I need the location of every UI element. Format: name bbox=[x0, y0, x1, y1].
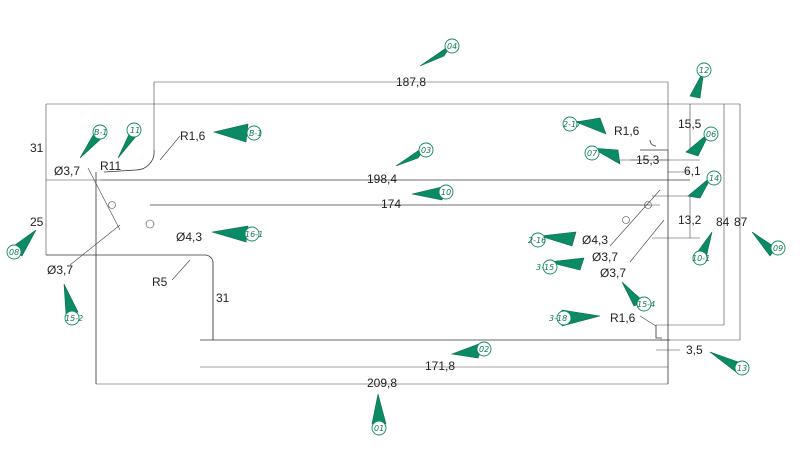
svg-text:B-1: B-1 bbox=[94, 128, 107, 137]
dim-right-top-offset: 15,5 bbox=[678, 117, 702, 131]
balloon-02: 02 bbox=[450, 341, 492, 359]
svg-text:03: 03 bbox=[421, 146, 431, 155]
svg-text:04: 04 bbox=[447, 42, 457, 51]
balloon-12: 12 bbox=[689, 62, 712, 99]
dim-top-span: 187,8 bbox=[396, 75, 426, 89]
svg-text:06: 06 bbox=[706, 130, 716, 139]
dim-right-offset-a: 15,3 bbox=[636, 153, 660, 167]
balloon-07: 07 bbox=[584, 145, 621, 165]
svg-text:3-15: 3-15 bbox=[536, 263, 554, 272]
balloon-10: 10 bbox=[411, 184, 454, 201]
dim-dia-right-b: Ø3,7 bbox=[600, 266, 626, 280]
dim-right-offset-b: 6,1 bbox=[684, 164, 701, 178]
balloon-b1-left: B-1 bbox=[79, 124, 108, 159]
svg-text:B-1: B-1 bbox=[249, 129, 262, 138]
dim-radius-right-bottom: R1,6 bbox=[610, 311, 636, 325]
svg-text:12: 12 bbox=[699, 66, 709, 75]
svg-text:15-2: 15-2 bbox=[65, 314, 83, 323]
dim-radius-left-step: R5 bbox=[152, 275, 168, 289]
svg-text:11: 11 bbox=[130, 126, 140, 135]
dim-bottom-step-height: 31 bbox=[216, 291, 230, 305]
svg-text:10: 10 bbox=[441, 188, 451, 197]
dim-dia-right-a: Ø3,7 bbox=[592, 250, 618, 264]
svg-text:08: 08 bbox=[9, 248, 19, 257]
dimension-lines bbox=[45, 81, 741, 385]
balloon-01: 01 bbox=[371, 393, 387, 436]
svg-text:09: 09 bbox=[773, 244, 783, 253]
dim-dia-right-hole: Ø4,3 bbox=[582, 233, 608, 247]
dim-radius-left-arc: R11 bbox=[100, 159, 121, 173]
svg-text:10-1: 10-1 bbox=[692, 254, 710, 263]
dim-hole-span: 174 bbox=[381, 197, 401, 211]
svg-text:3-18: 3-18 bbox=[549, 314, 567, 323]
balloon-15-2: 15-2 bbox=[63, 283, 83, 326]
dimension-labels: 187,8 198,4 174 171,8 209,8 31 25 31 84 … bbox=[30, 75, 748, 390]
svg-text:2-17: 2-17 bbox=[563, 120, 582, 129]
balloon-10-1: 10-1 bbox=[692, 231, 713, 266]
dim-radius-right-top: R1,6 bbox=[614, 124, 640, 138]
balloon-2-16: 2-16 bbox=[528, 231, 577, 248]
dim-right-height-outer: 87 bbox=[734, 215, 748, 229]
dim-radius-left-top: R1,6 bbox=[180, 129, 206, 143]
dim-lower-span: 171,8 bbox=[425, 359, 455, 373]
balloon-06: 06 bbox=[685, 126, 719, 157]
balloon-11-left: 11 bbox=[117, 122, 142, 159]
dim-right-offset-c: 13,2 bbox=[678, 213, 702, 227]
dim-left-mid-height: 25 bbox=[30, 215, 44, 229]
balloon-03: 03 bbox=[395, 142, 434, 167]
balloon-2-17: 2-17 bbox=[562, 116, 607, 135]
dim-dia-left-hole: Ø4,3 bbox=[176, 230, 202, 244]
svg-text:15-4: 15-4 bbox=[637, 300, 655, 309]
balloon-3-18: 3-18 bbox=[549, 309, 601, 327]
inspection-balloons: 04 B-1 11 B-1 03 10 bbox=[6, 38, 786, 436]
balloon-14: 14 bbox=[687, 170, 722, 199]
balloon-09: 09 bbox=[751, 231, 786, 257]
svg-text:14: 14 bbox=[709, 174, 719, 183]
balloon-b1-c: B-1 bbox=[212, 123, 262, 143]
svg-text:13: 13 bbox=[737, 364, 747, 373]
dim-dia-left-bottom: Ø3,7 bbox=[47, 263, 73, 277]
dim-right-bottom-offset: 3,5 bbox=[686, 343, 703, 357]
dim-centerline-span: 198,4 bbox=[367, 172, 397, 186]
svg-text:07: 07 bbox=[587, 149, 598, 158]
balloon-16-1: 16-1 bbox=[211, 225, 263, 243]
dim-right-height-inner: 84 bbox=[716, 215, 730, 229]
svg-text:2-16: 2-16 bbox=[528, 236, 546, 245]
svg-text:01: 01 bbox=[374, 424, 384, 433]
balloon-3-15: 3-15 bbox=[536, 257, 585, 275]
dim-left-top-height: 31 bbox=[30, 141, 44, 155]
dim-dia-left-top: Ø3,7 bbox=[54, 164, 80, 178]
dim-bottom-span: 209,8 bbox=[367, 376, 397, 390]
svg-text:02: 02 bbox=[479, 345, 489, 354]
svg-text:16-1: 16-1 bbox=[245, 230, 263, 239]
balloon-04-top: 04 bbox=[419, 38, 460, 67]
balloon-13: 13 bbox=[709, 351, 750, 376]
balloon-08: 08 bbox=[6, 229, 37, 260]
balloon-15-4: 15-4 bbox=[621, 281, 655, 312]
